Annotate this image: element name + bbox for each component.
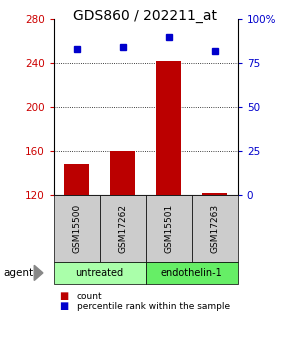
- Bar: [64, 164, 89, 195]
- Text: agent: agent: [3, 268, 33, 278]
- Text: untreated: untreated: [76, 268, 124, 278]
- Bar: [156, 61, 182, 195]
- Text: GDS860 / 202211_at: GDS860 / 202211_at: [73, 9, 217, 23]
- Text: GSM15500: GSM15500: [72, 204, 81, 253]
- Text: percentile rank within the sample: percentile rank within the sample: [77, 302, 230, 310]
- Bar: [110, 151, 135, 195]
- Text: GSM17263: GSM17263: [210, 204, 219, 253]
- Text: endothelin-1: endothelin-1: [161, 268, 223, 278]
- Text: ■: ■: [59, 301, 69, 311]
- Text: ■: ■: [59, 292, 69, 301]
- Bar: [202, 193, 227, 195]
- Text: GSM17262: GSM17262: [118, 204, 127, 253]
- Text: count: count: [77, 292, 102, 301]
- Text: GSM15501: GSM15501: [164, 204, 173, 253]
